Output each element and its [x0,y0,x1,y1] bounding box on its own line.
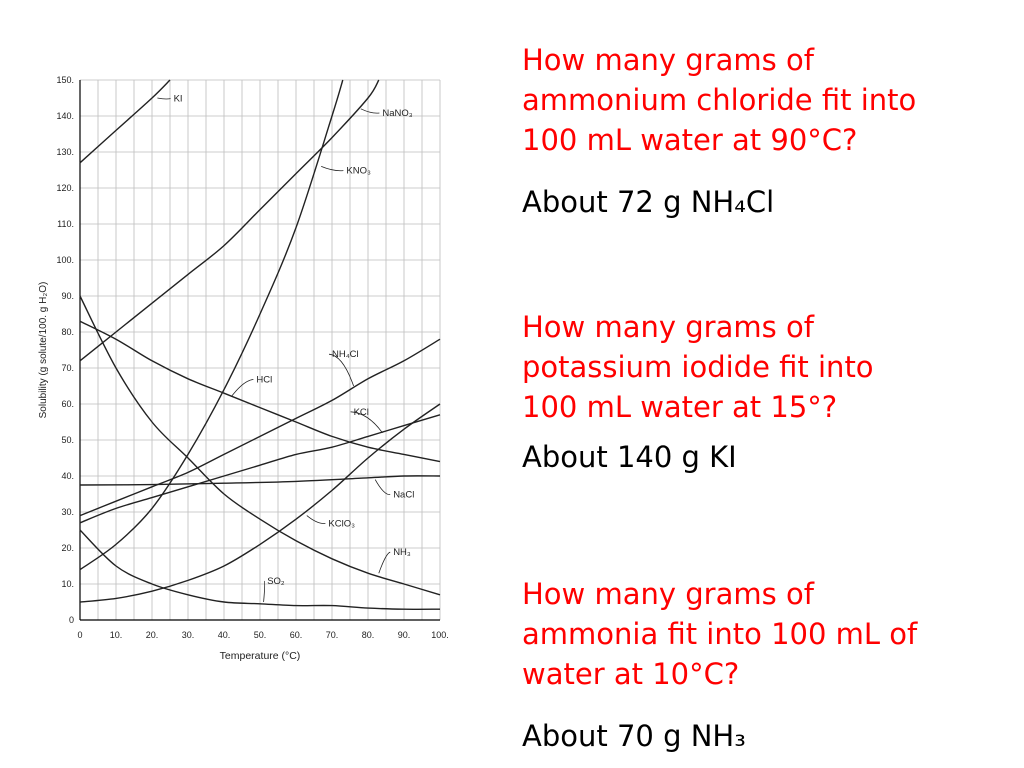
series-leader-nacl [374,479,391,496]
series-label-so2: SO₂ [267,576,285,587]
qa-block-ammonium-chloride: How many grams of ammonium chloride fit … [522,40,1012,222]
y-tick-label: 140. [56,111,74,121]
series-leader-so2 [263,580,266,603]
answer-text: About 140 g KI [522,440,737,474]
series-line-kno3 [79,79,344,571]
y-tick-label: 60. [61,399,74,409]
solubility-chart: 0 10. 20. 30. 40. 50. 60. 70. 80. 90. 100. 0 10. 20. 3… [38,75,449,662]
y-tick-label: 100. [56,255,74,265]
x-tick-label: 100. [431,630,449,640]
y-tick-label: 80. [61,327,74,337]
series-leader-ki [157,97,171,100]
y-tick-label: 130. [56,147,74,157]
y-tick-label: 30. [61,507,74,517]
x-tick-label: 20. [146,630,159,640]
series-leader-kclo3 [306,515,326,524]
series-line-nh4cl [79,338,441,517]
answer-text: About 70 g NH₃ [522,719,746,753]
series-label-kcl: KCl [354,407,369,418]
series-label-kclo3: KClO₃ [328,518,355,529]
series-label-ki: KI [174,94,183,105]
x-tick-label: 80. [362,630,375,640]
series-leader-hcl [230,379,254,398]
series-leader-kno3 [321,166,344,172]
series-label-hcl: HCl [256,374,272,385]
y-tick-label: 110. [57,219,74,229]
y-tick-label: 50. [61,435,74,445]
y-tick-label: 0 [69,615,74,625]
y-tick-label: 70. [61,363,74,373]
series-label-nacl: NaCl [393,490,414,501]
x-tick-label: 60. [290,630,303,640]
series-line-kcl [79,414,441,524]
y-tick-label: 90. [61,291,74,301]
series-line-nh3 [79,295,441,596]
series-label-nano3: NaNO₃ [382,108,412,119]
series-line-ki [79,79,171,164]
series-leader-nano3 [360,108,380,114]
question-text: How many grams of potassium iodide fit i… [522,310,874,424]
series-line-kclo3 [79,403,441,603]
qa-block-potassium-iodide: How many grams of potassium iodide fit i… [522,307,1012,477]
y-tick-label: 150. [56,75,74,85]
question-text: How many grams of ammonia fit into 100 m… [522,577,918,691]
series-label-nh3: NH₃ [393,547,411,558]
x-tick-label: 40. [218,630,231,640]
x-tick-label: 70. [326,630,339,640]
series-label-kno3: KNO₃ [346,166,371,177]
tick-labels: 0 10. 20. 30. 40. 50. 60. 70. 80. 90. 100. 0 10. 20. 3… [56,75,448,640]
series-leader-kcl [350,411,383,434]
series-line-nacl [79,475,441,486]
x-tick-label: 10. [110,630,123,640]
answer-text: About 72 g NH₄Cl [522,185,775,219]
question-text: How many grams of ammonium chloride fit … [522,43,917,157]
qa-block-ammonia: How many grams of ammonia fit into 100 m… [522,574,1012,756]
y-tick-label: 120. [56,183,74,193]
series-labels: KI NaNO₃ KNO₃ NH₄Cl HCl KCl NaCl KClO₃ NH₃ SO₂ [157,94,414,603]
y-tick-label: 40. [61,471,74,481]
chart-grid [79,79,441,621]
y-tick-label: 10. [61,579,74,589]
x-tick-label: 50. [254,630,267,640]
series-leader-nh3 [378,551,391,574]
y-axis-label: Solubility (g solute/100. g H₂O) [38,282,49,419]
series-label-nh4cl: NH₄Cl [332,349,359,360]
x-tick-label: 30. [182,630,195,640]
y-tick-label: 20. [61,543,74,553]
series-leader-nh4cl [328,353,354,387]
x-axis-label: Temperature (°C) [220,650,301,662]
x-tick-label: 0 [77,630,82,640]
series-line-nano3 [79,79,380,362]
x-tick-label: 90. [398,630,411,640]
chart-series [79,79,441,610]
series-line-so2 [79,529,441,610]
